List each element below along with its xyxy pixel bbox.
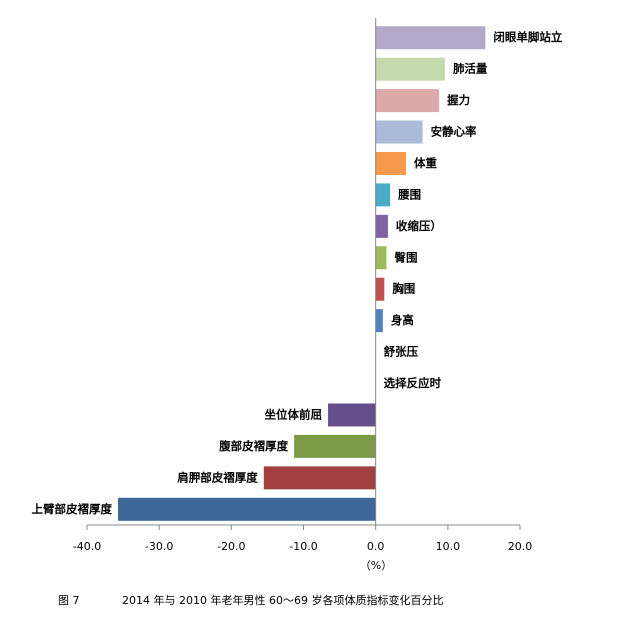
category-label: 安静心率	[431, 125, 477, 139]
x-tick-label: -30.0	[145, 540, 173, 553]
bar	[375, 246, 387, 270]
x-tick-label: 0.0	[367, 540, 385, 553]
caption: 2014 年与 2010 年老年男性 60～69 岁各项体质指标变化百分比	[122, 593, 443, 607]
category-label: 握力	[447, 93, 470, 107]
bar	[375, 151, 406, 175]
category-label: 闭眼单脚站立	[493, 30, 562, 44]
x-tick-label: 20.0	[508, 540, 533, 553]
category-label: 身高	[391, 313, 414, 327]
bar	[375, 214, 388, 238]
bar	[375, 89, 440, 113]
x-tick-label: -40.0	[73, 540, 101, 553]
category-label: 体重	[414, 156, 437, 170]
bar	[328, 403, 376, 427]
bar	[375, 277, 385, 301]
category-label: 上臂部皮褶厚度	[32, 502, 113, 516]
category-label: 坐位体前屈	[265, 407, 323, 421]
bar	[118, 497, 376, 521]
bar	[294, 434, 376, 458]
category-label: 臀围	[394, 250, 417, 264]
category-label: 腹部皮褶厚度	[219, 439, 288, 453]
bar	[375, 26, 486, 50]
x-tick-label: -10.0	[289, 540, 317, 553]
bar	[263, 466, 376, 490]
category-label: 选择反应时	[384, 376, 442, 390]
x-axis-label: （%）	[360, 559, 392, 572]
category-label: 舒张压	[384, 345, 419, 359]
category-label: 胸围	[392, 282, 415, 296]
category-label: 收缩压）	[396, 219, 442, 233]
category-label: 腰围	[397, 187, 421, 201]
bar	[375, 309, 383, 333]
category-label: 肩胛部皮褶厚度	[177, 470, 258, 484]
bar	[375, 57, 445, 81]
x-tick-label: -20.0	[217, 540, 245, 553]
x-tick-label: 10.0	[436, 540, 461, 553]
bar	[375, 120, 423, 144]
figure-label: 图 7	[58, 594, 80, 607]
category-label: 肺活量	[453, 62, 488, 76]
bar	[375, 183, 391, 207]
